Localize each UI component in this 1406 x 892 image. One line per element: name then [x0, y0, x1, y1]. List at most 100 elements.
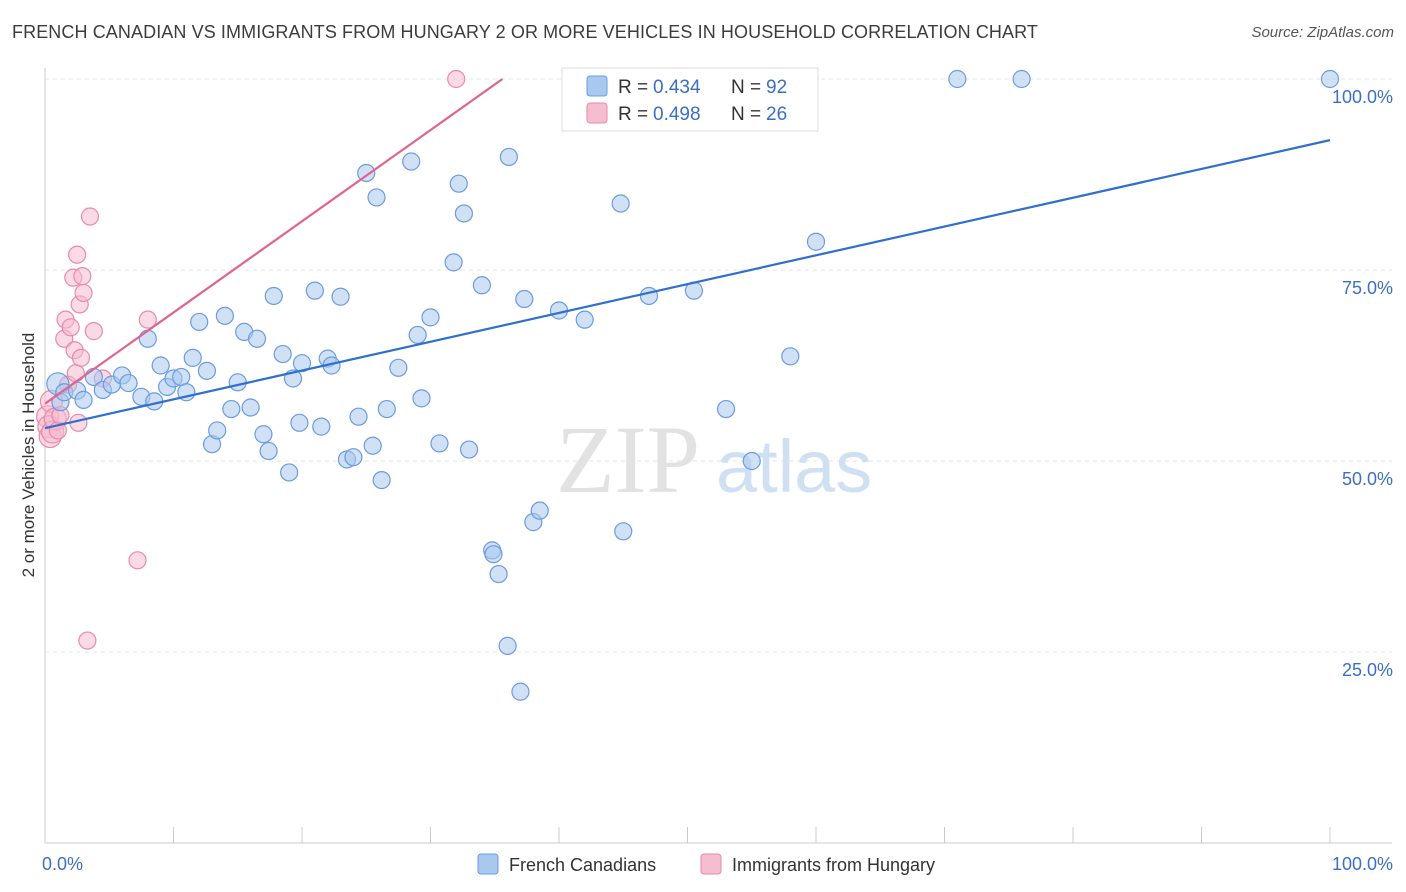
- point-french-canadian-41: [331, 287, 350, 306]
- point-french-canadian-59: [459, 440, 479, 459]
- legend: R = 0.434 N = 92 R = 0.498 N = 26: [561, 67, 819, 132]
- point-french-canadian-64: [498, 636, 517, 655]
- point-french-canadian-28: [247, 329, 267, 348]
- x-tick-labels: 0.0% 100.0%: [42, 854, 1393, 874]
- point-hungary-11: [61, 318, 80, 337]
- legend-n-value-0: 92: [766, 77, 787, 98]
- point-french-canadian-47: [367, 188, 386, 207]
- point-hungary-19: [73, 267, 92, 286]
- point-french-canadian-18: [183, 348, 202, 367]
- bottom-legend-swatch-french-canadians: [477, 853, 499, 875]
- trend-line-french-canadians: [44, 139, 1331, 430]
- watermark-atlas: atlas: [716, 425, 872, 508]
- point-french-canadian-46: [363, 436, 382, 455]
- point-french-canadian-16: [172, 367, 191, 387]
- point-french-canadian-54: [421, 308, 440, 327]
- bottom-legend-immigrants-from-hungary: Immigrants from Hungary: [732, 855, 935, 875]
- point-hungary-15: [68, 245, 87, 264]
- legend-r-value-0: 0.434: [653, 77, 701, 98]
- point-french-canadian-58: [454, 204, 474, 223]
- point-french-canadian-48: [372, 471, 391, 490]
- point-french-canadian-33: [280, 463, 299, 482]
- point-hungary-24: [128, 551, 147, 570]
- x-tick-label-0: 0.0%: [42, 854, 83, 874]
- point-french-canadian-62: [484, 545, 503, 564]
- point-french-canadian-49: [377, 399, 396, 419]
- legend-n-label-1: N =: [731, 104, 761, 125]
- trend-lines: [44, 78, 1331, 430]
- point-french-canadian-36: [292, 354, 312, 373]
- point-french-canadian-27: [241, 398, 260, 417]
- point-french-canadian-4: [74, 390, 93, 409]
- point-french-canadian-67: [515, 289, 534, 309]
- point-hungary-21: [80, 207, 100, 226]
- point-french-canadian-37: [305, 281, 324, 300]
- point-french-canadian-45: [357, 163, 376, 183]
- trend-line-immigrants-from-hungary: [44, 78, 504, 405]
- point-hungary-20: [74, 283, 93, 303]
- point-french-canadian-83: [948, 69, 967, 89]
- point-french-canadian-65: [499, 147, 518, 167]
- source-label: Source: ZipAtlas.com: [1251, 24, 1394, 41]
- point-french-canadian-60: [472, 276, 491, 295]
- point-french-canadian-56: [444, 253, 463, 272]
- point-french-canadian-31: [264, 286, 283, 306]
- point-french-canadian-13: [151, 356, 170, 375]
- point-french-canadian-24: [222, 399, 241, 419]
- legend-r-label-1: R =: [618, 104, 648, 125]
- watermark-zip: ZIP: [556, 406, 700, 513]
- point-french-canadian-11: [138, 329, 157, 348]
- point-french-canadian-63: [489, 564, 508, 584]
- point-french-canadian-71: [575, 310, 594, 329]
- bottom-legend: French Canadians Immigrants from Hungary: [477, 853, 935, 875]
- axes: [44, 68, 1392, 844]
- point-french-canadian-84: [1012, 69, 1031, 89]
- point-french-canadian-80: [781, 347, 800, 366]
- point-french-canadian-85: [1320, 69, 1340, 89]
- point-hungary-18: [71, 348, 91, 367]
- point-hungary-25: [138, 310, 157, 329]
- grid: [45, 78, 1392, 653]
- point-french-canadian-22: [208, 421, 227, 440]
- legend-swatch-immigrants-from-hungary: [586, 102, 608, 124]
- point-french-canadian-51: [402, 152, 421, 171]
- legend-r-value-1: 0.498: [653, 104, 701, 125]
- point-french-canadian-38: [312, 417, 331, 436]
- y-tick-label-50: 50.0%: [1342, 469, 1393, 489]
- point-french-canadian-72: [611, 194, 630, 213]
- chart-title: FRENCH CANADIAN VS IMMIGRANTS FROM HUNGA…: [12, 22, 1038, 42]
- point-french-canadian-29: [254, 425, 273, 444]
- point-french-canadian-73: [614, 522, 633, 541]
- point-french-canadian-53: [412, 389, 431, 408]
- point-french-canadian-20: [197, 361, 217, 380]
- point-french-canadian-30: [259, 441, 278, 461]
- point-french-canadian-25: [228, 373, 247, 392]
- y-tick-label-75: 75.0%: [1342, 278, 1393, 298]
- legend-swatch-french-canadians: [586, 75, 608, 97]
- point-french-canadian-77: [716, 399, 736, 419]
- point-french-canadian-43: [344, 448, 363, 467]
- legend-n-label-0: N =: [731, 77, 761, 98]
- point-french-canadian-74: [639, 286, 659, 306]
- point-french-canadian-57: [449, 174, 468, 193]
- legend-n-value-1: 26: [766, 104, 787, 125]
- point-french-canadian-9: [119, 373, 138, 393]
- bottom-legend-swatch-immigrants-from-hungary: [700, 853, 722, 875]
- y-tick-label-25: 25.0%: [1342, 660, 1393, 680]
- point-french-canadian-52: [408, 325, 427, 345]
- point-hungary-26: [78, 631, 97, 650]
- point-french-canadian-66: [511, 682, 530, 701]
- bottom-legend-french-canadians: French Canadians: [509, 855, 656, 875]
- point-french-canadian-55: [430, 434, 449, 453]
- point-french-canadian-69: [530, 501, 549, 520]
- y-tick-labels: 25.0% 50.0% 75.0% 100.0%: [1332, 87, 1393, 680]
- point-french-canadian-35: [290, 413, 309, 432]
- point-french-canadian-23: [215, 306, 234, 325]
- legend-r-label-0: R =: [618, 77, 648, 98]
- point-hungary-14: [66, 364, 85, 383]
- point-hungary-22: [84, 322, 103, 341]
- x-tick-label-100: 100.0%: [1332, 854, 1393, 874]
- watermark: ZIP atlas: [556, 406, 872, 513]
- y-tick-label-100: 100.0%: [1332, 87, 1393, 107]
